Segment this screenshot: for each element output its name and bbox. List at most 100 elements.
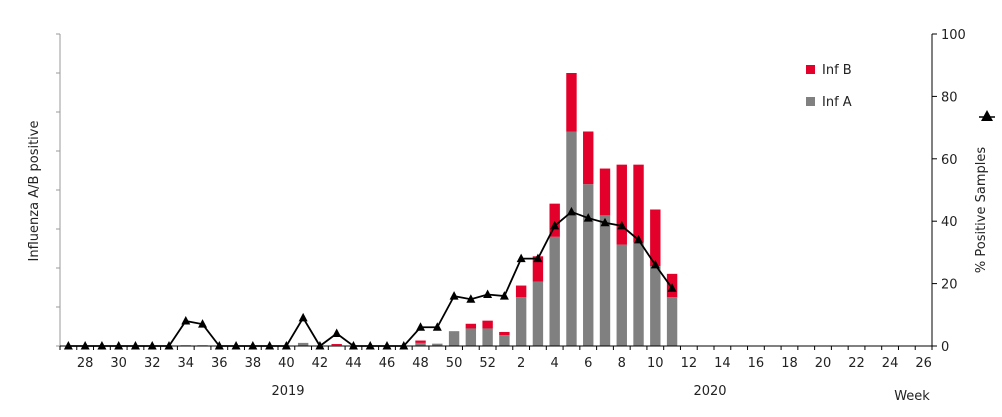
line-point-marker	[214, 341, 224, 350]
x-tick-label: 24	[882, 356, 899, 371]
bar-inf-a	[499, 335, 510, 346]
x-tick-label: 18	[781, 356, 798, 371]
bar-inf-a	[583, 184, 594, 346]
x-tick-label: 10	[647, 356, 664, 371]
y-axis-left-title: Influenza A/B positive	[27, 121, 42, 262]
x-tick-label: 50	[446, 356, 463, 371]
line-point-marker	[499, 291, 509, 300]
line-point-marker	[516, 253, 526, 263]
line-point-marker	[382, 341, 392, 350]
line-point-marker	[550, 220, 560, 230]
line-point-marker	[63, 341, 73, 350]
line-point-marker	[181, 316, 191, 325]
line-point-marker	[533, 253, 543, 263]
line-point-marker	[566, 206, 576, 216]
y-right-tick-label: 20	[941, 278, 958, 293]
bar-inf-b	[633, 164, 644, 243]
line-point-marker	[399, 341, 409, 350]
x-tick-label: 40	[278, 356, 295, 371]
x-tick-label: 36	[211, 356, 228, 371]
y-right-tick-label: 60	[941, 153, 958, 168]
bar-inf-b	[583, 131, 594, 185]
line-point-marker	[281, 341, 291, 350]
year-label-2020: 2020	[693, 384, 726, 399]
legend-line-marker-icon	[979, 110, 995, 121]
bar-inf-b	[650, 209, 661, 267]
x-tick-label: 8	[618, 356, 626, 371]
x-tick-label: 52	[479, 356, 496, 371]
x-tick-label: 48	[412, 356, 429, 371]
line-point-marker	[97, 341, 107, 350]
line-point-marker	[650, 259, 660, 269]
y-right-tick-label: 100	[941, 28, 966, 43]
bar-inf-a	[415, 342, 426, 346]
x-tick-label: 2	[517, 356, 525, 371]
bar-inf-b	[599, 168, 611, 216]
x-tick-label: 44	[345, 356, 362, 371]
bar-inf-a	[666, 297, 678, 346]
bar-inf-b	[515, 285, 527, 298]
x-tick-label: 34	[177, 356, 194, 371]
x-axis-title: Week	[894, 389, 930, 404]
line-point-marker	[432, 322, 442, 331]
x-tick-label: 4	[551, 356, 559, 371]
line-point-marker	[164, 341, 174, 350]
line-point-marker	[80, 341, 90, 350]
line-point-marker	[147, 341, 157, 350]
line-percent-positive	[68, 210, 673, 348]
line-point-marker	[265, 341, 275, 350]
bar-inf-b	[532, 256, 544, 282]
bar-inf-a	[566, 131, 577, 346]
bar-inf-a	[532, 281, 544, 346]
line-point-marker	[348, 341, 358, 350]
line-point-marker	[130, 341, 140, 350]
y-right-tick-label: 0	[941, 340, 949, 355]
bar-inf-a	[432, 343, 443, 346]
bar-inf-b	[499, 331, 510, 336]
line-point-marker	[634, 234, 644, 244]
legend-label-inf-b: Inf B	[822, 63, 852, 78]
bar-inf-a	[515, 297, 527, 346]
x-tick-label: 42	[312, 356, 329, 371]
line-point-marker	[365, 341, 375, 350]
x-tick-label: 30	[110, 356, 127, 371]
year-label-2019: 2019	[271, 384, 304, 399]
bar-inf-a	[482, 328, 493, 346]
x-tick-label: 38	[245, 356, 262, 371]
line-point-marker	[315, 341, 325, 350]
x-tick-label: 32	[144, 356, 161, 371]
bar-inf-a	[549, 236, 560, 346]
legend-label-inf-a: Inf A	[822, 95, 852, 110]
bar-inf-a	[650, 266, 661, 346]
bar-inf-b	[566, 73, 577, 132]
bar-inf-b	[331, 344, 342, 346]
line-point-marker	[667, 283, 677, 292]
y-axis-right-title: % Positive Samples	[974, 147, 989, 273]
x-tick-label: 12	[681, 356, 698, 371]
bar-inf-a	[616, 244, 627, 346]
line-point-marker	[583, 213, 593, 222]
bar-inf-a	[465, 328, 477, 346]
legend-swatch-inf-a	[806, 97, 815, 106]
x-tick-label: 46	[379, 356, 396, 371]
line-point-marker	[416, 322, 426, 331]
bar-inf-a	[633, 242, 644, 346]
x-tick-label: 6	[584, 356, 592, 371]
line-point-marker	[231, 341, 241, 350]
line-point-marker	[449, 291, 459, 300]
x-tick-label: 16	[748, 356, 765, 371]
y-right-tick-label: 80	[941, 90, 958, 105]
bar-inf-b	[465, 323, 477, 329]
x-tick-label: 14	[714, 356, 731, 371]
bar-inf-b	[616, 164, 627, 245]
legend: Inf B Inf A	[806, 63, 995, 121]
line-point-marker	[600, 217, 610, 227]
x-tick-label: 20	[815, 356, 832, 371]
line-point-marker	[198, 319, 208, 328]
bar-inf-b	[482, 320, 493, 329]
plot-area	[63, 73, 678, 350]
line-point-marker	[332, 328, 342, 338]
bar-inf-a	[448, 331, 460, 346]
